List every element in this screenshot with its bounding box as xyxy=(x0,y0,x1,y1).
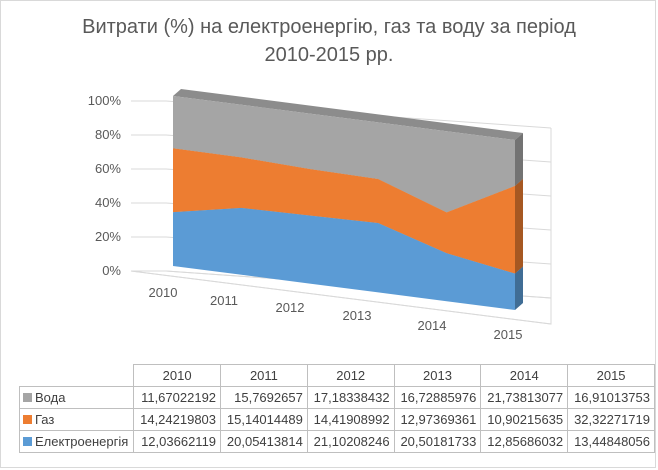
data-table-header-cell: 2015 xyxy=(567,364,655,387)
data-cell: 21,73813077 xyxy=(480,386,569,409)
data-table-header-cell: 2012 xyxy=(306,364,395,387)
area-електроенергія xyxy=(173,207,515,310)
chart-title-line-1: Витрати (%) на електроенергію, газ та во… xyxy=(82,16,576,38)
x-tick-label: 2011 xyxy=(210,293,238,308)
legend-entry-gaz: Газ xyxy=(18,408,135,431)
data-cell: 12,85686032 xyxy=(480,430,569,453)
data-table-corner xyxy=(19,364,135,387)
y-tick-label: 20% xyxy=(95,229,121,244)
x-tick-label: 2012 xyxy=(276,300,305,315)
data-cell: 20,50181733 xyxy=(393,430,482,453)
data-cell: 14,41908992 xyxy=(306,408,395,431)
data-cell: 21,10208246 xyxy=(306,430,395,453)
data-table-row-gaz: Газ 14,24219803 15,14014489 14,41908992 … xyxy=(18,408,655,431)
data-table-row-elektroenergiia: Електроенергія 12,03662119 20,05413814 2… xyxy=(18,430,655,453)
chart-title: Витрати (%) на електроенергію, газ та во… xyxy=(1,13,657,69)
legend-label: Електроенергія xyxy=(35,434,129,449)
data-cell: 15,7692657 xyxy=(220,386,308,409)
legend-swatch-voda xyxy=(23,393,32,402)
area-газ-side xyxy=(515,178,523,274)
data-cell: 12,03662119 xyxy=(133,430,222,453)
legend-entry-elektroenergiia: Електроенергія xyxy=(18,430,135,453)
data-table-header-row: 2010 2011 2012 2013 2014 2015 xyxy=(19,364,655,387)
data-table-header-cell: 2011 xyxy=(220,364,308,387)
area-вода xyxy=(173,96,515,213)
data-cell: 20,05413814 xyxy=(220,430,308,453)
data-cell: 16,91013753 xyxy=(567,386,655,409)
y-tick-label: 80% xyxy=(95,127,121,142)
data-cell: 11,67022192 xyxy=(133,386,222,409)
legend-swatch-gaz xyxy=(23,415,32,424)
area-електроенергія-side xyxy=(515,266,523,310)
area-газ xyxy=(173,148,515,274)
x-tick-label: 2014 xyxy=(418,318,447,333)
data-table-header-cell: 2010 xyxy=(133,364,222,387)
y-axis: 0% 20% 40% 60% 80% 100% xyxy=(88,93,122,278)
area-вода-side xyxy=(515,133,523,186)
y-tick-label: 40% xyxy=(95,195,121,210)
data-cell: 15,14014489 xyxy=(220,408,308,431)
x-tick-label: 2013 xyxy=(343,308,372,323)
data-table-header-cell: 2014 xyxy=(480,364,569,387)
data-cell: 10,90215635 xyxy=(480,408,569,431)
floor-front-edge xyxy=(130,270,552,325)
data-cell: 16,72885976 xyxy=(393,386,482,409)
data-cell: 12,97369361 xyxy=(393,408,482,431)
data-cell: 17,18338432 xyxy=(306,386,395,409)
data-table: 2010 2011 2012 2013 2014 2015 Вода 11,67… xyxy=(18,364,655,453)
data-cell: 13,44848056 xyxy=(567,430,655,453)
area-вода-top xyxy=(173,89,523,140)
data-cell: 14,24219803 xyxy=(133,408,222,431)
x-tick-label: 2015 xyxy=(494,327,523,342)
y-tick-label: 60% xyxy=(95,161,121,176)
chart-title-line-2: 2010-2015 рр. xyxy=(264,44,394,66)
legend-label: Вода xyxy=(35,390,66,405)
data-table-header-cell: 2013 xyxy=(393,364,482,387)
legend-label: Газ xyxy=(35,412,55,427)
legend-entry-voda: Вода xyxy=(18,386,135,409)
stacked-areas xyxy=(173,89,523,310)
y-tick-label: 100% xyxy=(88,93,122,108)
x-tick-label: 2010 xyxy=(149,285,178,300)
x-axis: 2010 2011 2012 2013 2014 2015 xyxy=(149,285,523,342)
data-table-row-voda: Вода 11,67022192 15,7692657 17,18338432 … xyxy=(18,386,655,409)
legend-swatch-elektroenergiia xyxy=(23,437,32,446)
data-cell: 32,32271719 xyxy=(567,408,655,431)
y-tick-label: 0% xyxy=(102,263,121,278)
